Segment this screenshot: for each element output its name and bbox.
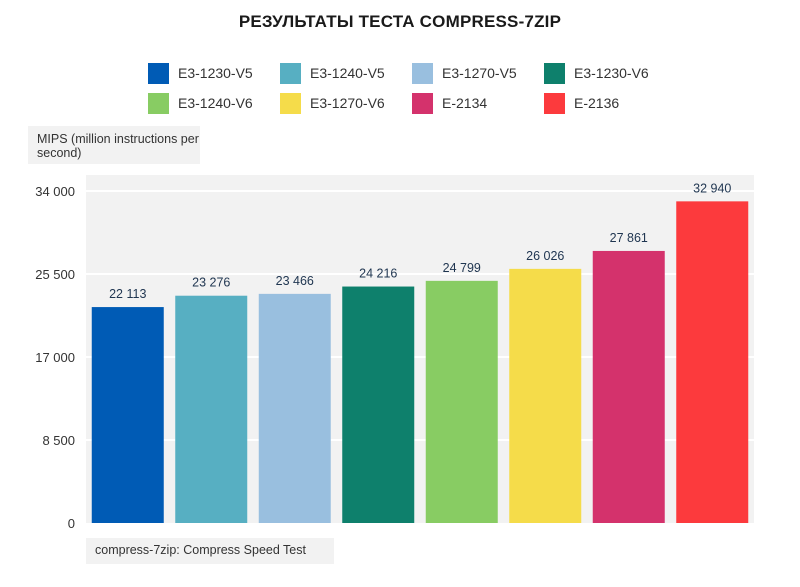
- y-tick-label: 17 000: [35, 350, 75, 365]
- bar: [676, 201, 749, 523]
- legend-swatch: [544, 92, 565, 114]
- bar: [91, 307, 164, 523]
- legend-swatch: [544, 62, 565, 84]
- data-label: 24 216: [359, 267, 397, 281]
- legend-item: E3-1270-V5: [412, 62, 517, 84]
- data-label: 32 940: [693, 181, 731, 195]
- legend-item: E-2136: [544, 92, 619, 114]
- bar: [592, 250, 665, 523]
- legend-swatch: [280, 92, 301, 114]
- legend-label: E3-1240-V5: [310, 65, 385, 81]
- legend-item: E3-1240-V6: [148, 92, 253, 114]
- bar: [342, 286, 415, 523]
- legend-label: E-2136: [574, 95, 620, 111]
- legend-item: E3-1230-V5: [148, 62, 253, 84]
- legend-swatch: [412, 62, 433, 84]
- y-axis-title: MIPS (million instructions per second): [28, 126, 200, 164]
- bar: [258, 293, 331, 523]
- legend-item: E-2134: [412, 92, 487, 114]
- legend-swatch: [280, 62, 301, 84]
- legend-label: E3-1270-V5: [442, 65, 517, 81]
- legend-swatch: [412, 92, 433, 114]
- legend-label: E-2134: [442, 95, 488, 111]
- y-tick-label: 34 000: [35, 184, 75, 199]
- bar: [175, 295, 248, 523]
- legend-item: E3-1230-V6: [544, 62, 649, 84]
- legend-label: E3-1270-V6: [310, 95, 385, 111]
- legend-swatch: [148, 92, 169, 114]
- x-axis-title: compress-7zip: Compress Speed Test: [86, 538, 334, 564]
- y-tick-label: 25 500: [35, 267, 75, 282]
- chart-title: РЕЗУЛЬТАТЫ ТЕСТА COMPRESS-7ZIP: [238, 12, 562, 31]
- y-tick-label: 8 500: [42, 433, 75, 448]
- bar: [425, 280, 498, 523]
- data-label: 26 026: [526, 249, 564, 263]
- legend-swatch: [148, 62, 169, 84]
- data-label: 23 276: [192, 276, 230, 290]
- legend-item: E3-1270-V6: [280, 92, 385, 114]
- data-label: 27 861: [610, 231, 648, 245]
- data-label: 24 799: [443, 261, 481, 275]
- legend-label: E3-1230-V5: [178, 65, 253, 81]
- legend-label: E3-1240-V6: [178, 95, 253, 111]
- data-label: 23 466: [276, 274, 314, 288]
- y-tick-label: 0: [68, 516, 75, 531]
- legend-item: E3-1240-V5: [280, 62, 385, 84]
- data-label: 22 113: [109, 287, 146, 301]
- bar: [509, 268, 582, 523]
- legend-label: E3-1230-V6: [574, 65, 649, 81]
